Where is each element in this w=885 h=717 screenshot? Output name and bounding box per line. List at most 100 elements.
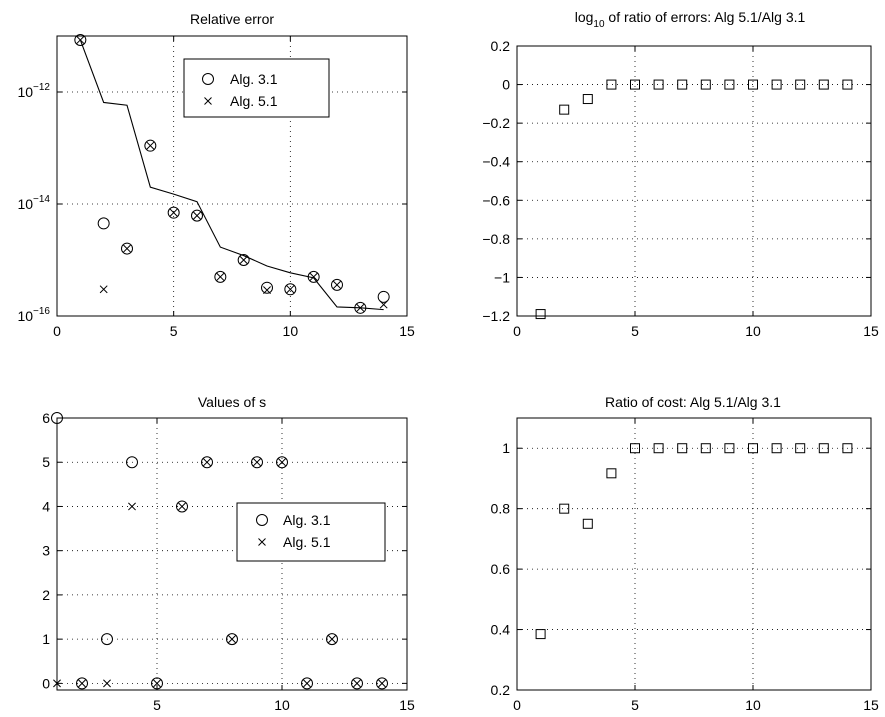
x-tick-label: 10 <box>283 323 299 339</box>
legend-cross-marker <box>258 538 266 546</box>
x-tick-label: 5 <box>631 697 639 713</box>
legend-entry-alg31: Alg. 3.1 <box>256 512 331 528</box>
data-point-circle <box>376 677 388 690</box>
legend-cross-marker <box>204 97 212 105</box>
y-tick-label: 0.8 <box>491 501 511 517</box>
data-point-square <box>677 79 688 90</box>
data-point-circle <box>97 217 110 230</box>
data-point-cross <box>263 286 271 295</box>
data-point-square <box>748 79 758 90</box>
data-point-cross <box>76 35 85 44</box>
data-point-circle <box>284 283 297 296</box>
x-tick-label: 0 <box>53 323 61 339</box>
chart-title: Values of s <box>198 394 266 410</box>
plot-frame <box>516 417 872 691</box>
title-subscript: 10 <box>593 19 605 30</box>
data-point-square <box>724 443 735 454</box>
data-point-square <box>795 79 806 90</box>
plot-frame <box>56 35 408 317</box>
values-of-s-chart: Values of s 5 10 15 0 1 2 3 4 5 6 Alg. 3.1 Alg. 5… <box>42 394 415 713</box>
data-point-cross <box>193 211 201 220</box>
x-tick-label: 10 <box>745 323 761 339</box>
data-point-cross <box>78 679 86 688</box>
data-point-square <box>559 104 570 115</box>
data-point-square <box>795 443 806 454</box>
data-point-cross <box>253 458 261 467</box>
legend-label: Alg. 3.1 <box>283 512 331 528</box>
tick-exponent: −12 <box>33 82 50 93</box>
legend: Alg. 3.1 Alg. 5.1 <box>183 58 330 118</box>
data-point-cross <box>153 679 161 688</box>
x-tick-label: 15 <box>399 697 415 713</box>
x-tick-label: 0 <box>513 697 521 713</box>
x-tick-label: 5 <box>170 323 178 339</box>
data-point-cross <box>333 280 341 289</box>
data-point-circle <box>201 456 213 469</box>
tick-base: 10 <box>17 84 33 100</box>
data-point-square <box>818 79 829 90</box>
data-point-circle <box>261 281 273 294</box>
y-tick-label: 1 <box>42 631 50 647</box>
legend-entry-alg51: Alg. 5.1 <box>204 93 278 109</box>
data-point-square <box>842 79 853 90</box>
data-point-square <box>606 79 617 90</box>
data-point-square <box>818 443 829 454</box>
tick-exponent: −14 <box>33 194 50 205</box>
data-point-circle <box>351 677 363 690</box>
title-log: log <box>575 9 594 25</box>
data-point-cross <box>286 285 295 294</box>
data-point-circle <box>331 278 343 291</box>
data-point-square <box>842 443 853 454</box>
data-point-circle <box>126 456 138 469</box>
data-point-square <box>582 94 593 105</box>
data-point-cross <box>146 141 155 150</box>
y-tick-label: 0.2 <box>491 682 511 698</box>
y-tick-label: 0 <box>42 675 50 691</box>
data-point-cross <box>353 679 361 688</box>
y-tick-label: 0.2 <box>491 38 511 54</box>
x-tick-label: 15 <box>863 323 879 339</box>
legend-entry-alg31: Alg. 3.1 <box>202 71 278 87</box>
legend-circle-marker <box>202 73 214 85</box>
data-point-cross <box>169 208 178 217</box>
y-tick-label: 5 <box>42 454 50 470</box>
y-tick-label: 6 <box>42 410 50 426</box>
data-point-circle <box>214 270 227 283</box>
data-point-square <box>677 443 688 454</box>
data-point-circle <box>301 677 313 690</box>
y-tick-label: −0.2 <box>482 115 510 131</box>
data-point-square <box>771 79 782 90</box>
data-point-cross <box>239 256 248 264</box>
data-point-square <box>559 503 570 514</box>
data-point-circle <box>226 633 238 646</box>
data-point-square <box>535 629 546 640</box>
y-tick-label: 3 <box>42 543 50 559</box>
x-tick-label: 10 <box>745 697 761 713</box>
data-point-circle <box>144 139 157 152</box>
log-ratio-errors-chart: log10 of ratio of errors: Alg 5.1/Alg 3.… <box>482 9 879 339</box>
data-point-circle <box>251 456 263 469</box>
data-point-cross <box>128 502 136 511</box>
data-point-square <box>653 443 664 454</box>
x-tick-label: 15 <box>863 697 879 713</box>
plot-frame <box>56 417 408 691</box>
data-point-cross <box>328 635 336 644</box>
data-point-square <box>606 468 617 479</box>
data-point-cross <box>378 679 386 688</box>
data-point-cross <box>228 635 236 644</box>
x-tick-label: 5 <box>153 697 161 713</box>
data-point-cross <box>123 244 131 253</box>
data-point-circle <box>176 500 188 513</box>
y-tick-label: −1.2 <box>482 308 510 324</box>
chart-title: Ratio of cost: Alg 5.1/Alg 3.1 <box>605 394 781 410</box>
data-point-square <box>630 79 640 90</box>
x-tick-label: 10 <box>274 697 290 713</box>
data-point-circle <box>101 633 113 646</box>
y-tick-label: −0.8 <box>482 231 510 247</box>
title-rest: of ratio of errors: Alg 5.1/Alg 3.1 <box>605 9 806 25</box>
y-tick-label: 1 <box>502 440 510 456</box>
legend-entry-alg51: Alg. 5.1 <box>258 534 331 550</box>
data-point-cross <box>216 272 225 281</box>
data-point-circle <box>167 206 180 219</box>
